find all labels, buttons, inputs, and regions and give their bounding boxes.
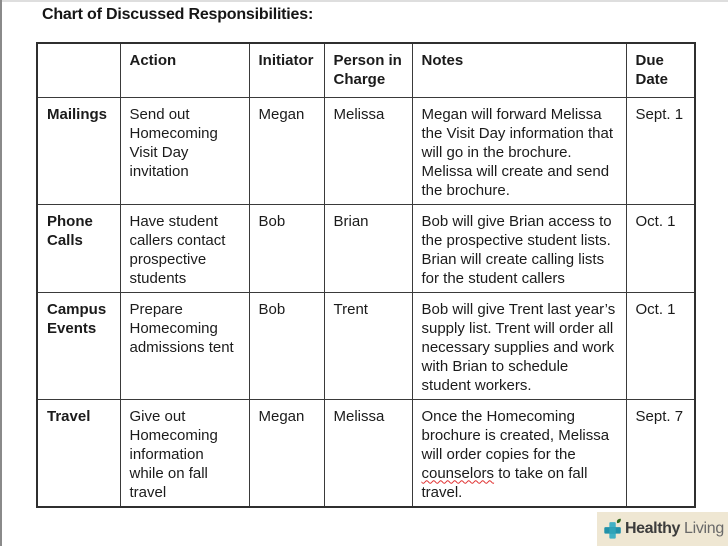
cell-action-mailings: Send out Homecoming Visit Day invitation — [119, 96, 250, 205]
cell-due-phone-calls: Oct. 1 — [625, 203, 696, 293]
cell-action-phone-calls: Have student callers contact prospective… — [119, 203, 250, 293]
cell-notes-mailings: Megan will forward Melissa the Visit Day… — [411, 96, 627, 205]
cell-due-campus-events: Oct. 1 — [625, 291, 696, 400]
page-title: Chart of Discussed Responsibilities: — [42, 6, 314, 23]
cell-initiator-phone-calls: Bob — [248, 203, 325, 293]
cell-due-mailings: Sept. 1 — [625, 96, 696, 205]
cell-person-phone-calls: Brian — [323, 203, 413, 293]
page-top-edge — [0, 0, 728, 2]
table-row-phone-calls: Phone Calls Have student callers contact… — [36, 203, 696, 293]
header-action: Action — [119, 42, 250, 98]
healthy-living-logo: Healthy Living — [597, 512, 728, 546]
cell-action-travel: Give out Homecoming information while on… — [119, 398, 250, 507]
header-initiator: Initiator — [248, 42, 325, 98]
cell-initiator-campus-events: Bob — [248, 291, 325, 400]
cell-initiator-mailings: Megan — [248, 96, 325, 205]
cell-person-campus-events: Trent — [323, 291, 413, 400]
row-header-campus-events: Campus Events — [36, 291, 121, 400]
plus-cross-leaf-icon — [604, 518, 621, 539]
table-row-campus-events: Campus Events Prepare Homecoming admissi… — [36, 291, 696, 400]
table-row-travel: Travel Give out Homecoming information w… — [36, 398, 696, 507]
table-row-mailings: Mailings Send out Homecoming Visit Day i… — [36, 96, 696, 205]
misspelled-word: counselors — [421, 464, 495, 482]
logo-text-living: Living — [684, 520, 725, 537]
header-blank — [36, 42, 121, 98]
responsibilities-table: Action Initiator Person in Charge Notes … — [36, 42, 696, 508]
cell-action-campus-events: Prepare Homecoming admissions tent — [119, 291, 250, 400]
cell-due-travel: Sept. 7 — [625, 398, 696, 507]
cell-notes-campus-events: Bob will give Trent last year’s supply l… — [411, 291, 627, 400]
row-header-travel: Travel — [36, 398, 121, 507]
row-header-phone-calls: Phone Calls — [36, 203, 121, 293]
cell-person-travel: Melissa — [323, 398, 413, 507]
cell-notes-travel: Once the Homecoming brochure is created,… — [411, 398, 627, 507]
cell-initiator-travel: Megan — [248, 398, 325, 507]
header-due-date: Due Date — [625, 42, 696, 98]
row-header-mailings: Mailings — [36, 96, 121, 205]
page-left-edge — [0, 0, 2, 546]
header-notes: Notes — [411, 42, 627, 98]
header-person-in-charge: Person in Charge — [323, 42, 413, 98]
logo-text-healthy: Healthy — [625, 520, 680, 537]
cell-notes-phone-calls: Bob will give Brian access to the prospe… — [411, 203, 627, 293]
header-row: Action Initiator Person in Charge Notes … — [36, 42, 696, 98]
cell-person-mailings: Melissa — [323, 96, 413, 205]
